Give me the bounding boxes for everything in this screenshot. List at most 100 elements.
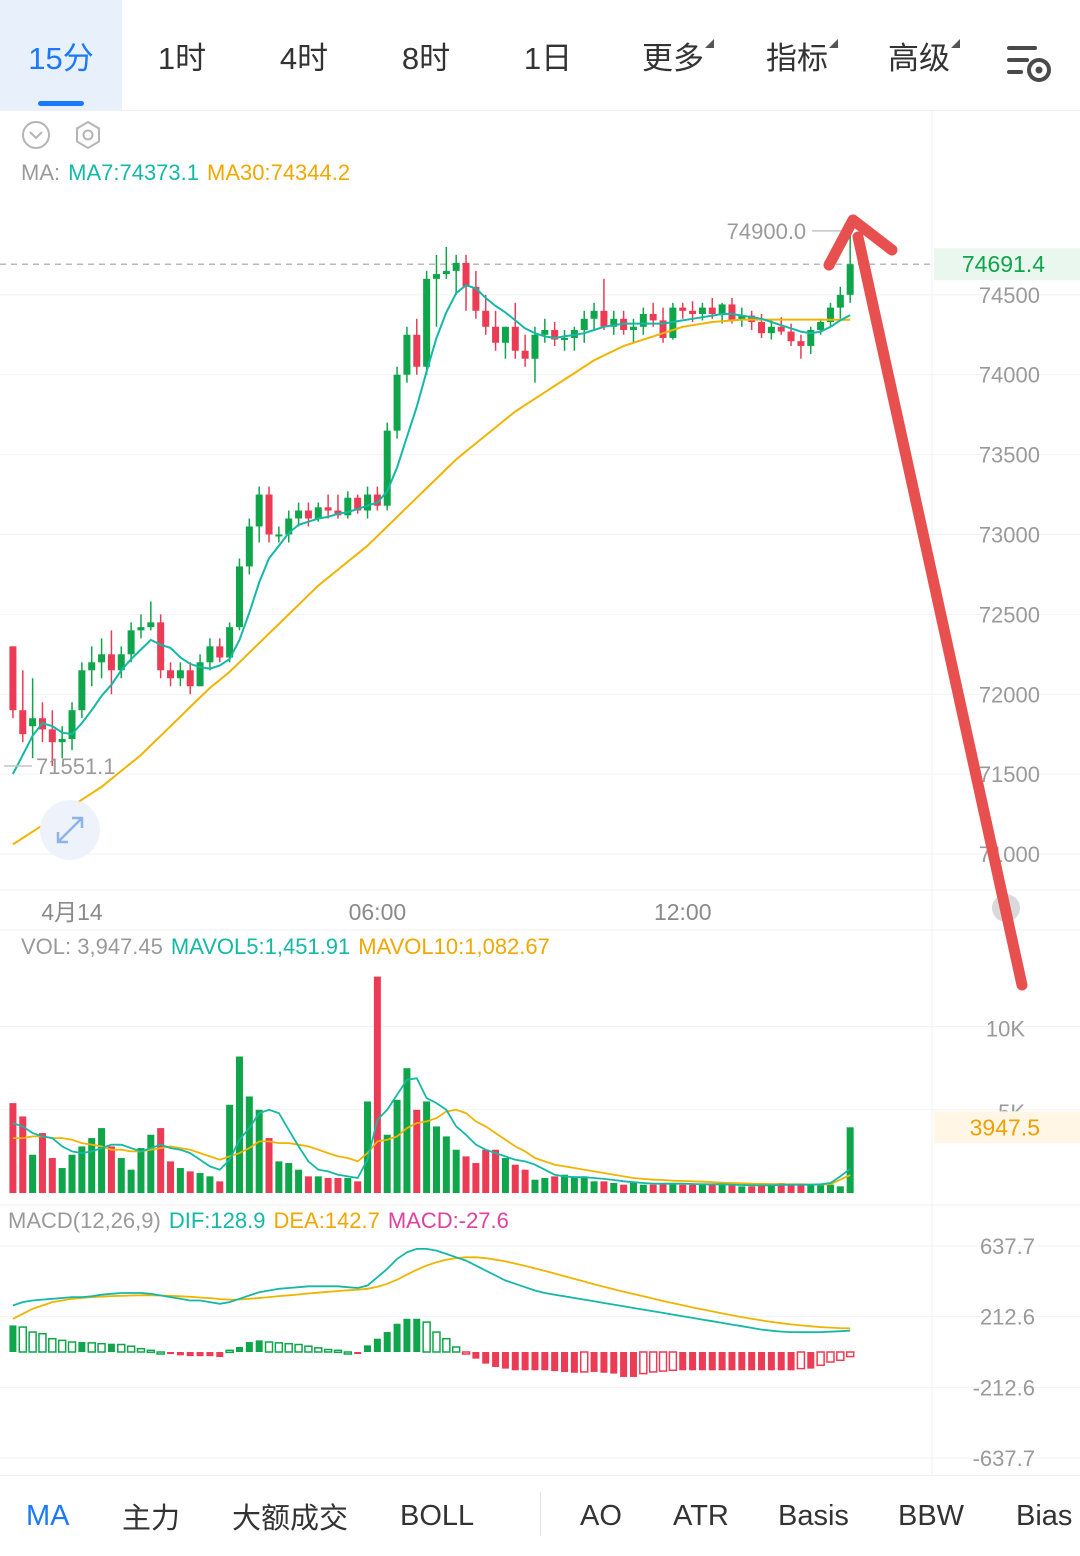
tab-15m[interactable]: 15分 xyxy=(0,0,122,110)
volume-bar xyxy=(580,1176,588,1193)
macd-histogram-bar xyxy=(796,1351,806,1370)
volume-bar xyxy=(600,1181,608,1193)
volume-bar xyxy=(324,1178,332,1193)
tab-more[interactable]: 更多 xyxy=(628,0,718,110)
volume-bar xyxy=(275,1161,283,1193)
indicator-tab-ma[interactable]: MA xyxy=(26,1499,70,1532)
tab-indicators[interactable]: 指标 xyxy=(752,0,842,110)
volume-bar xyxy=(629,1183,637,1193)
volume-bar xyxy=(413,1109,421,1193)
volume-bar xyxy=(718,1184,726,1193)
macd-histogram-bar xyxy=(403,1318,411,1352)
volume-bar xyxy=(127,1169,135,1193)
volume-bar xyxy=(423,1101,431,1193)
volume-bar xyxy=(797,1184,805,1193)
tab-label: 1日 xyxy=(523,40,573,76)
candle-body xyxy=(836,294,844,308)
price-tick-label: 73500 xyxy=(979,443,1040,468)
indicator-tab-large-orders[interactable]: 大额成交 xyxy=(232,1503,349,1535)
macd-histogram-bar xyxy=(57,1339,67,1353)
candle-body xyxy=(107,654,115,671)
macd-histogram-bar xyxy=(432,1331,441,1353)
indicator-tab-ao[interactable]: AO xyxy=(580,1499,622,1532)
macd-histogram-bar xyxy=(579,1351,589,1373)
tab-label: 4时 xyxy=(279,40,329,76)
macd-histogram-bar xyxy=(38,1332,47,1353)
volume-bar xyxy=(639,1184,647,1193)
tab-label: 指标 xyxy=(766,40,828,76)
candle-body xyxy=(324,507,332,511)
tab-label: 1时 xyxy=(157,40,207,76)
indicator-tab-atr[interactable]: ATR xyxy=(673,1499,729,1532)
price-tick-label: 73000 xyxy=(979,522,1040,547)
interval-bar: 15分 1时 4时 8时 1日 更多 指标 高级 xyxy=(0,0,1080,111)
volume-bar xyxy=(590,1181,598,1193)
vol-legend-label: VOL: 3,947.45 xyxy=(21,934,163,959)
volume-bar xyxy=(58,1168,66,1193)
candle-body xyxy=(314,507,322,519)
chart-settings-icon[interactable] xyxy=(1005,40,1053,88)
macd-histogram-bar xyxy=(255,1340,263,1352)
volume-bar xyxy=(531,1179,539,1193)
macd-histogram-bar xyxy=(845,1351,855,1358)
indicator-tab-bias[interactable]: Bias xyxy=(1016,1499,1073,1532)
indicator-tab-bbw[interactable]: BBW xyxy=(898,1499,965,1532)
indicator-tab-boll[interactable]: BOLL xyxy=(400,1499,475,1532)
macd-histogram-bar xyxy=(718,1352,726,1371)
tab-label: 8时 xyxy=(401,40,451,76)
volume-bar xyxy=(304,1176,312,1193)
time-tick-label: 06:00 xyxy=(349,899,407,925)
macd-histogram-bar xyxy=(758,1352,766,1371)
macd-histogram-bar xyxy=(167,1352,175,1354)
candle-body xyxy=(167,670,175,679)
candle-body xyxy=(304,510,312,519)
indicator-tab-basis[interactable]: Basis xyxy=(778,1499,849,1532)
macd-histogram-bar xyxy=(9,1325,17,1352)
volume-bar xyxy=(610,1183,618,1193)
volume-bar xyxy=(708,1184,716,1193)
volume-bar xyxy=(216,1181,224,1193)
macd-histogram-bar xyxy=(748,1352,756,1371)
price-tick-label: 72000 xyxy=(979,682,1040,707)
macd-histogram-bar xyxy=(777,1352,785,1371)
candle-body xyxy=(807,329,815,346)
volume-bar xyxy=(689,1184,697,1193)
candle-body xyxy=(88,662,96,671)
tab-1d[interactable]: 1日 xyxy=(496,0,600,110)
volume-bar xyxy=(383,1134,391,1193)
candle-body xyxy=(758,321,766,334)
tab-1h[interactable]: 1时 xyxy=(130,0,234,110)
time-tick-label: 12:00 xyxy=(654,899,712,925)
macd-histogram-bar xyxy=(610,1352,618,1374)
collapse-chevron-icon[interactable] xyxy=(21,120,51,150)
tab-advanced[interactable]: 高级 xyxy=(874,0,964,110)
volume-bar xyxy=(255,1109,263,1193)
indicator-tab-main-force[interactable]: 主力 xyxy=(122,1503,181,1535)
chart-canvas[interactable]: 7450074000735007300072500720007150071000… xyxy=(0,110,1080,1475)
candle-body xyxy=(295,510,303,519)
macd-legend: MACD(12,26,9) DIF:128.9 DEA:142.7 MACD:-27.… xyxy=(8,1208,517,1234)
macd-histogram-bar xyxy=(186,1352,194,1357)
macd-histogram-bar xyxy=(245,1342,253,1352)
volume-bar xyxy=(48,1158,56,1193)
active-underline xyxy=(38,101,84,106)
tab-8h[interactable]: 8时 xyxy=(374,0,478,110)
macd-histogram-bar xyxy=(264,1341,274,1353)
macd-tick-label: 212.6 xyxy=(980,1305,1035,1330)
macd-histogram-bar xyxy=(482,1352,490,1364)
indicator-settings-icon[interactable] xyxy=(73,120,103,150)
macd-histogram-bar xyxy=(136,1347,146,1353)
tab-4h[interactable]: 4时 xyxy=(252,0,356,110)
candle-body xyxy=(29,718,37,727)
volume-bar xyxy=(679,1184,687,1193)
candle-body xyxy=(19,710,27,735)
candle-body xyxy=(590,310,598,319)
macd-histogram-bar xyxy=(816,1351,825,1367)
volume-bar xyxy=(245,1096,253,1193)
volume-bar xyxy=(167,1161,175,1193)
candle-body xyxy=(245,526,253,567)
macd-tick-label: -212.6 xyxy=(973,1375,1035,1400)
dropdown-caret-icon xyxy=(951,38,960,48)
macd-legend-label: MACD(12,26,9) xyxy=(8,1208,161,1233)
volume-bar xyxy=(9,1103,17,1193)
